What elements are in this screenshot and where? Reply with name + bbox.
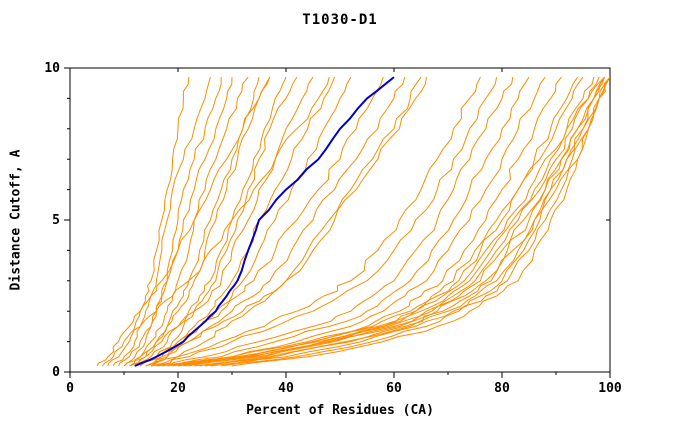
x-tick-label: 60 (386, 381, 402, 396)
model-35-curve (183, 76, 606, 367)
model-16-curve (150, 76, 422, 367)
model-09-curve (139, 76, 298, 367)
model-20-curve (96, 76, 271, 367)
model-01-curve (107, 77, 190, 367)
model-26-curve (156, 76, 584, 367)
model-22-curve (167, 76, 530, 367)
model-31-curve (221, 76, 610, 367)
x-tick-label: 80 (494, 381, 510, 396)
x-tick-label: 0 (66, 381, 74, 396)
model-33-curve (161, 76, 605, 367)
chart-title: T1030-D1 (302, 12, 378, 28)
y-tick-label: 0 (52, 365, 60, 380)
highlighted-model-curve (134, 76, 395, 367)
model-13-curve (102, 76, 330, 367)
model-23-curve (177, 76, 546, 367)
model-15-curve (145, 76, 406, 367)
model-18-curve (145, 76, 481, 367)
model-34-curve (172, 76, 600, 367)
model-08-curve (134, 76, 287, 367)
x-tick-label: 40 (278, 381, 294, 396)
y-tick-label: 10 (44, 61, 60, 76)
model-10-curve (129, 76, 314, 367)
x-axis-label: Percent of Residues (CA) (246, 403, 434, 418)
model-02-curve (112, 76, 211, 367)
model-14-curve (139, 76, 384, 367)
model-03-curve (118, 77, 222, 367)
model-21-curve (150, 77, 514, 367)
y-axis-label: Distance Cutoff, A (8, 149, 24, 291)
model-17-curve (134, 77, 427, 367)
model-19-curve (156, 77, 498, 367)
model-05-curve (129, 76, 249, 367)
model-32-curve (231, 76, 610, 367)
y-tick-label: 5 (52, 213, 60, 228)
model-29-curve (199, 76, 610, 367)
model-36-curve (194, 76, 606, 367)
x-tick-label: 20 (170, 381, 186, 396)
x-tick-label: 100 (598, 381, 622, 396)
